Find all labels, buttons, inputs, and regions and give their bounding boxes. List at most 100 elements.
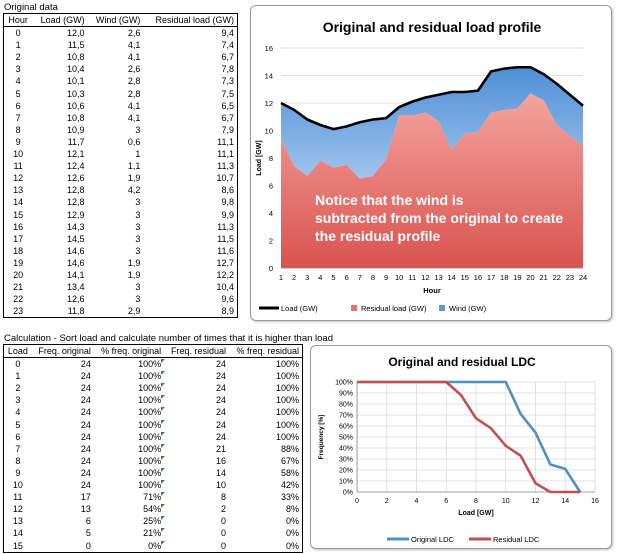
table-cell: 4,2: [127, 185, 141, 196]
table-cell: 0: [221, 516, 227, 527]
table-cell: 24: [216, 383, 227, 394]
table-cell: 24: [80, 383, 91, 394]
legend-load-label: Load (GW): [281, 304, 318, 313]
table-row: 0 12,0 2,6 9,4: [4, 27, 238, 40]
x-tick-label: 22: [553, 273, 561, 282]
table-cell: 2,6: [127, 28, 141, 39]
table-cell: 24: [216, 419, 227, 430]
table-cell: 9,6: [221, 294, 234, 305]
table-cell: 16: [13, 221, 24, 232]
table-row: 4 24 100% 24 100%: [4, 406, 303, 418]
table-cell: 7: [15, 443, 21, 454]
table-row: 14 12,8 3 9,8: [4, 196, 238, 208]
table-cell: 3: [135, 209, 141, 220]
table-cell: 22: [13, 294, 24, 305]
y-tick-label: 4: [269, 209, 273, 218]
table-cell: 7,5: [221, 88, 234, 99]
table-cell: 24: [80, 431, 91, 442]
table-cell: 10,4: [216, 282, 234, 293]
table-cell: 6: [85, 516, 91, 527]
table-cell: 0%: [285, 528, 299, 539]
y-tick-label: 10: [265, 127, 273, 136]
column-header: Wind (GW): [87, 13, 144, 28]
x-tick-label: 19: [513, 273, 521, 282]
table-row: 15 12,9 3 9,9: [4, 209, 238, 221]
wind-area: [281, 67, 583, 179]
table-cell: 9,4: [221, 28, 234, 39]
table-cell: 100%: [94, 431, 166, 443]
table-cell: 8,6: [221, 185, 234, 196]
x-tick-label: 6: [345, 273, 349, 282]
table-row: 11 12,4 1,1 11,3: [4, 160, 238, 172]
table-cell: 12: [13, 173, 24, 184]
table-cell: 1,1: [127, 161, 141, 172]
table-cell: 0: [15, 28, 21, 39]
table-cell: 1: [135, 149, 141, 160]
table-cell: 11,6: [217, 245, 234, 256]
table-cell: 2,6: [127, 64, 141, 75]
x-axis-title: Load [GW]: [458, 510, 493, 517]
table-cell: 10,1: [67, 76, 85, 87]
x-tick-label: 18: [500, 273, 508, 282]
table-row: 1 11,5 4,1 7,4: [4, 39, 238, 51]
table-row: 5 24 100% 24 100%: [4, 419, 303, 431]
table-cell: 24: [80, 455, 91, 466]
table-cell: 7,3: [221, 76, 234, 87]
table-cell: 25%: [94, 515, 166, 527]
table-cell: 9: [15, 136, 21, 147]
x-tick-label: 12: [421, 273, 429, 282]
table-cell: 100%: [94, 358, 166, 371]
table-cell: 11,8: [67, 306, 85, 317]
y-tick-label: 60%: [339, 424, 353, 431]
y-tick-label: 16: [265, 44, 273, 53]
table-cell: 24: [216, 407, 227, 418]
table-cell: 14,5: [67, 233, 85, 244]
table-row: 5 10,3 2,8 7,5: [4, 88, 238, 100]
table-cell: 10,8: [67, 52, 85, 63]
table-row: 12 12,6 1,9 10,7: [4, 172, 238, 184]
table-cell: 17: [13, 233, 24, 244]
table-cell: 5: [15, 419, 21, 430]
legend-residual-label: Residual load (GW): [361, 304, 427, 313]
table-cell: 10,7: [216, 173, 234, 184]
table-row: 1 24 100% 24 100%: [4, 370, 303, 382]
table-cell: 12,0: [67, 28, 85, 39]
y-tick-label: 8: [269, 154, 273, 163]
table-cell: 18: [13, 245, 24, 256]
table-row: 17 14,5 3 11,5: [4, 233, 238, 245]
table-cell: 11: [13, 161, 23, 172]
table-cell: 16: [216, 455, 227, 466]
table-cell: 15: [12, 540, 23, 551]
table-cell: 10: [12, 480, 23, 491]
table-cell: 12,2: [216, 269, 234, 280]
table-row: 20 14,1 1,9 12,2: [4, 269, 238, 281]
table-row: 7 24 100% 21 88%: [4, 443, 303, 455]
table-cell: 24: [80, 443, 91, 454]
table-cell: 100%: [94, 382, 166, 394]
table-cell: 24: [80, 395, 91, 406]
table-cell: 7: [15, 112, 21, 123]
x-tick-label: 2: [292, 273, 296, 282]
x-tick-label: 4: [415, 498, 419, 505]
original-data-table: Hour Load (GW) Wind (GW) Residual load (GW)…: [3, 13, 238, 319]
column-header: Freq. original: [31, 344, 94, 359]
table-cell: 3: [135, 221, 141, 232]
legend-residual-swatch: [351, 305, 357, 311]
x-tick-label: 10: [502, 498, 510, 505]
table-cell: 10,9: [67, 124, 85, 135]
table-cell: 4,1: [127, 40, 141, 51]
x-tick-label: 7: [358, 273, 362, 282]
x-tick-label: 14: [448, 273, 456, 282]
table-cell: 8: [15, 455, 21, 466]
table-cell: 0%: [94, 540, 166, 553]
x-tick-label: 20: [526, 273, 534, 282]
table-cell: 1,9: [127, 257, 141, 268]
y-axis-title: Load [GW]: [256, 140, 263, 175]
y-tick-label: 80%: [339, 402, 353, 409]
table-cell: 11,1: [217, 136, 234, 147]
table-cell: 12,1: [67, 149, 85, 160]
table-cell: 12,8: [67, 185, 85, 196]
y-tick-label: 90%: [339, 391, 353, 398]
table-cell: 0: [85, 540, 91, 551]
load-profile-chart-frame: Original and residual load profile 0 2 4 6 8 1…: [250, 5, 612, 321]
